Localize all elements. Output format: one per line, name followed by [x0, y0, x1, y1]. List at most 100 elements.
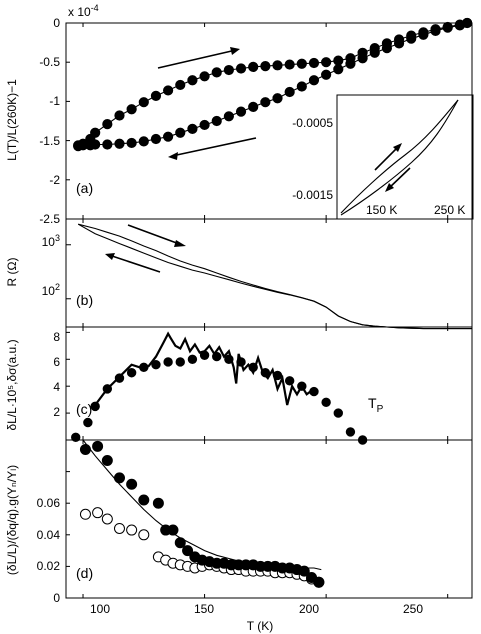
panel-c-point: [224, 354, 234, 364]
panel-a-point: [138, 136, 149, 147]
x-tick: 150: [194, 602, 214, 616]
panel-c-point: [175, 357, 185, 367]
panel-c-point: [357, 435, 368, 445]
panel-a-ytick: -1.5: [39, 134, 60, 148]
panel-c-point: [321, 397, 331, 408]
panel-a-point: [248, 61, 259, 73]
panel-d-filled-point: [182, 545, 194, 557]
panel-a-ytick: -0.5: [39, 55, 60, 69]
panel-d-hollow-point: [138, 529, 150, 541]
panel-d-filled-point: [126, 478, 138, 490]
inset-ytick: -0.0005: [292, 116, 333, 130]
panel-b-ytick-1000: 103: [42, 233, 60, 249]
panel-a-point: [199, 119, 210, 131]
panel-d-hollow-point: [79, 508, 91, 520]
arrowhead-warming-a: [230, 47, 240, 55]
panel-a-point: [163, 85, 174, 96]
panel-c-point: [248, 362, 258, 373]
panel-d-filled-point: [79, 443, 91, 455]
inset-xtick: 250 K: [434, 203, 465, 217]
arrow-warming-a: [157, 49, 237, 69]
inset-arrowhead-up: [393, 143, 402, 152]
panel-a-point: [175, 127, 186, 138]
panel-c-point: [187, 354, 198, 364]
panel-a-yticks: 0 -0.5 -1 -1.5 -2 -2.5: [39, 16, 60, 226]
panel-a-point: [296, 81, 307, 92]
panel-a-point: [235, 106, 247, 117]
panel-a-point: [223, 64, 234, 76]
panel-c-point: [139, 362, 149, 373]
panel-d-label: (d): [76, 565, 93, 581]
panel-c-ytick: 2: [53, 405, 60, 419]
panel-a-point: [308, 57, 320, 69]
panel-a-point: [199, 71, 210, 82]
panel-a-point: [418, 29, 429, 40]
panel-a-point: [235, 63, 247, 74]
panel-a-point: [126, 137, 137, 149]
panel-c-conductivity-line: [94, 331, 315, 406]
panel-b-yticks: 103 102: [42, 233, 60, 298]
panel-a-point: [150, 90, 162, 102]
panel-c-ylabel: δL/L·10⁵,δσ(a.u.): [5, 339, 19, 430]
panel-c-ytick: 4: [53, 380, 60, 394]
panel-a-ytick: -2.5: [39, 212, 60, 226]
panel-a-point: [126, 104, 137, 115]
panel-a-point: [187, 123, 198, 134]
panel-b-frame: [65, 218, 473, 328]
panel-c-point: [284, 376, 295, 386]
inset-curve-warming: [340, 99, 459, 214]
panel-d-filled-point: [101, 455, 113, 467]
panel-d-filled-point: [113, 472, 125, 484]
panel-d-filled-point: [298, 565, 310, 577]
panel-c-point: [272, 370, 283, 381]
panel-c-point: [102, 384, 113, 394]
panel-a-point: [321, 69, 332, 80]
panel-a-point: [321, 57, 332, 68]
panel-c-label: (c): [76, 401, 92, 417]
panel-a-point: [406, 33, 417, 44]
panel-a-point: [138, 97, 149, 108]
arrow-cooling-b: [108, 254, 161, 273]
panel-c-point: [151, 359, 161, 370]
panel-a-ytick: -1: [49, 94, 60, 108]
y-exponent-label: x 10-4: [68, 3, 99, 19]
panel-d-filled-point: [92, 440, 104, 452]
panel-c-point: [333, 408, 343, 418]
panel-d-ytick: 0.02: [37, 559, 61, 573]
panel-a-ytick: -2: [49, 173, 60, 187]
panel-c-point: [297, 381, 307, 391]
panel-b-series-line: [78, 223, 472, 330]
panel-a-point: [223, 111, 234, 122]
panel-a-ytick: 0: [53, 16, 60, 30]
panel-b-ylabel: R (Ω): [5, 258, 19, 287]
panel-c-point: [309, 386, 319, 397]
panel-a-point: [430, 25, 441, 36]
panel-a-point: [163, 131, 174, 142]
panel-a-point: [260, 97, 271, 108]
panel-d-hollow-point: [126, 524, 138, 536]
panel-a-point: [284, 86, 295, 98]
panel-a-point: [260, 61, 271, 72]
panel-d-hollow-point: [92, 507, 104, 519]
inset-arrow-down: [387, 167, 411, 190]
panel-d-filled-point: [152, 497, 164, 509]
panel-a-point: [296, 58, 307, 69]
panel-d-filled-point: [138, 494, 150, 506]
panel-b-ytick-100: 102: [42, 282, 60, 298]
inset-arrow-up: [374, 145, 400, 171]
panel-c-point: [126, 368, 137, 378]
inset-arrowhead-down: [385, 183, 394, 192]
panel-d-frame: [65, 439, 473, 599]
panel-a-point: [90, 127, 101, 138]
x-tick: 200: [299, 602, 319, 616]
panel-d-yticks: 0 0.02 0.04 0.06: [37, 496, 61, 605]
panel-a-point: [333, 55, 344, 66]
panel-a-point: [90, 139, 101, 150]
panel-d-ytick: 0.04: [37, 528, 61, 542]
panel-a-point: [442, 22, 453, 33]
arrowhead-warming-b: [174, 240, 186, 247]
panel-c-point: [212, 351, 222, 362]
panel-a-point: [102, 139, 113, 150]
panel-a-frame: [65, 22, 473, 220]
